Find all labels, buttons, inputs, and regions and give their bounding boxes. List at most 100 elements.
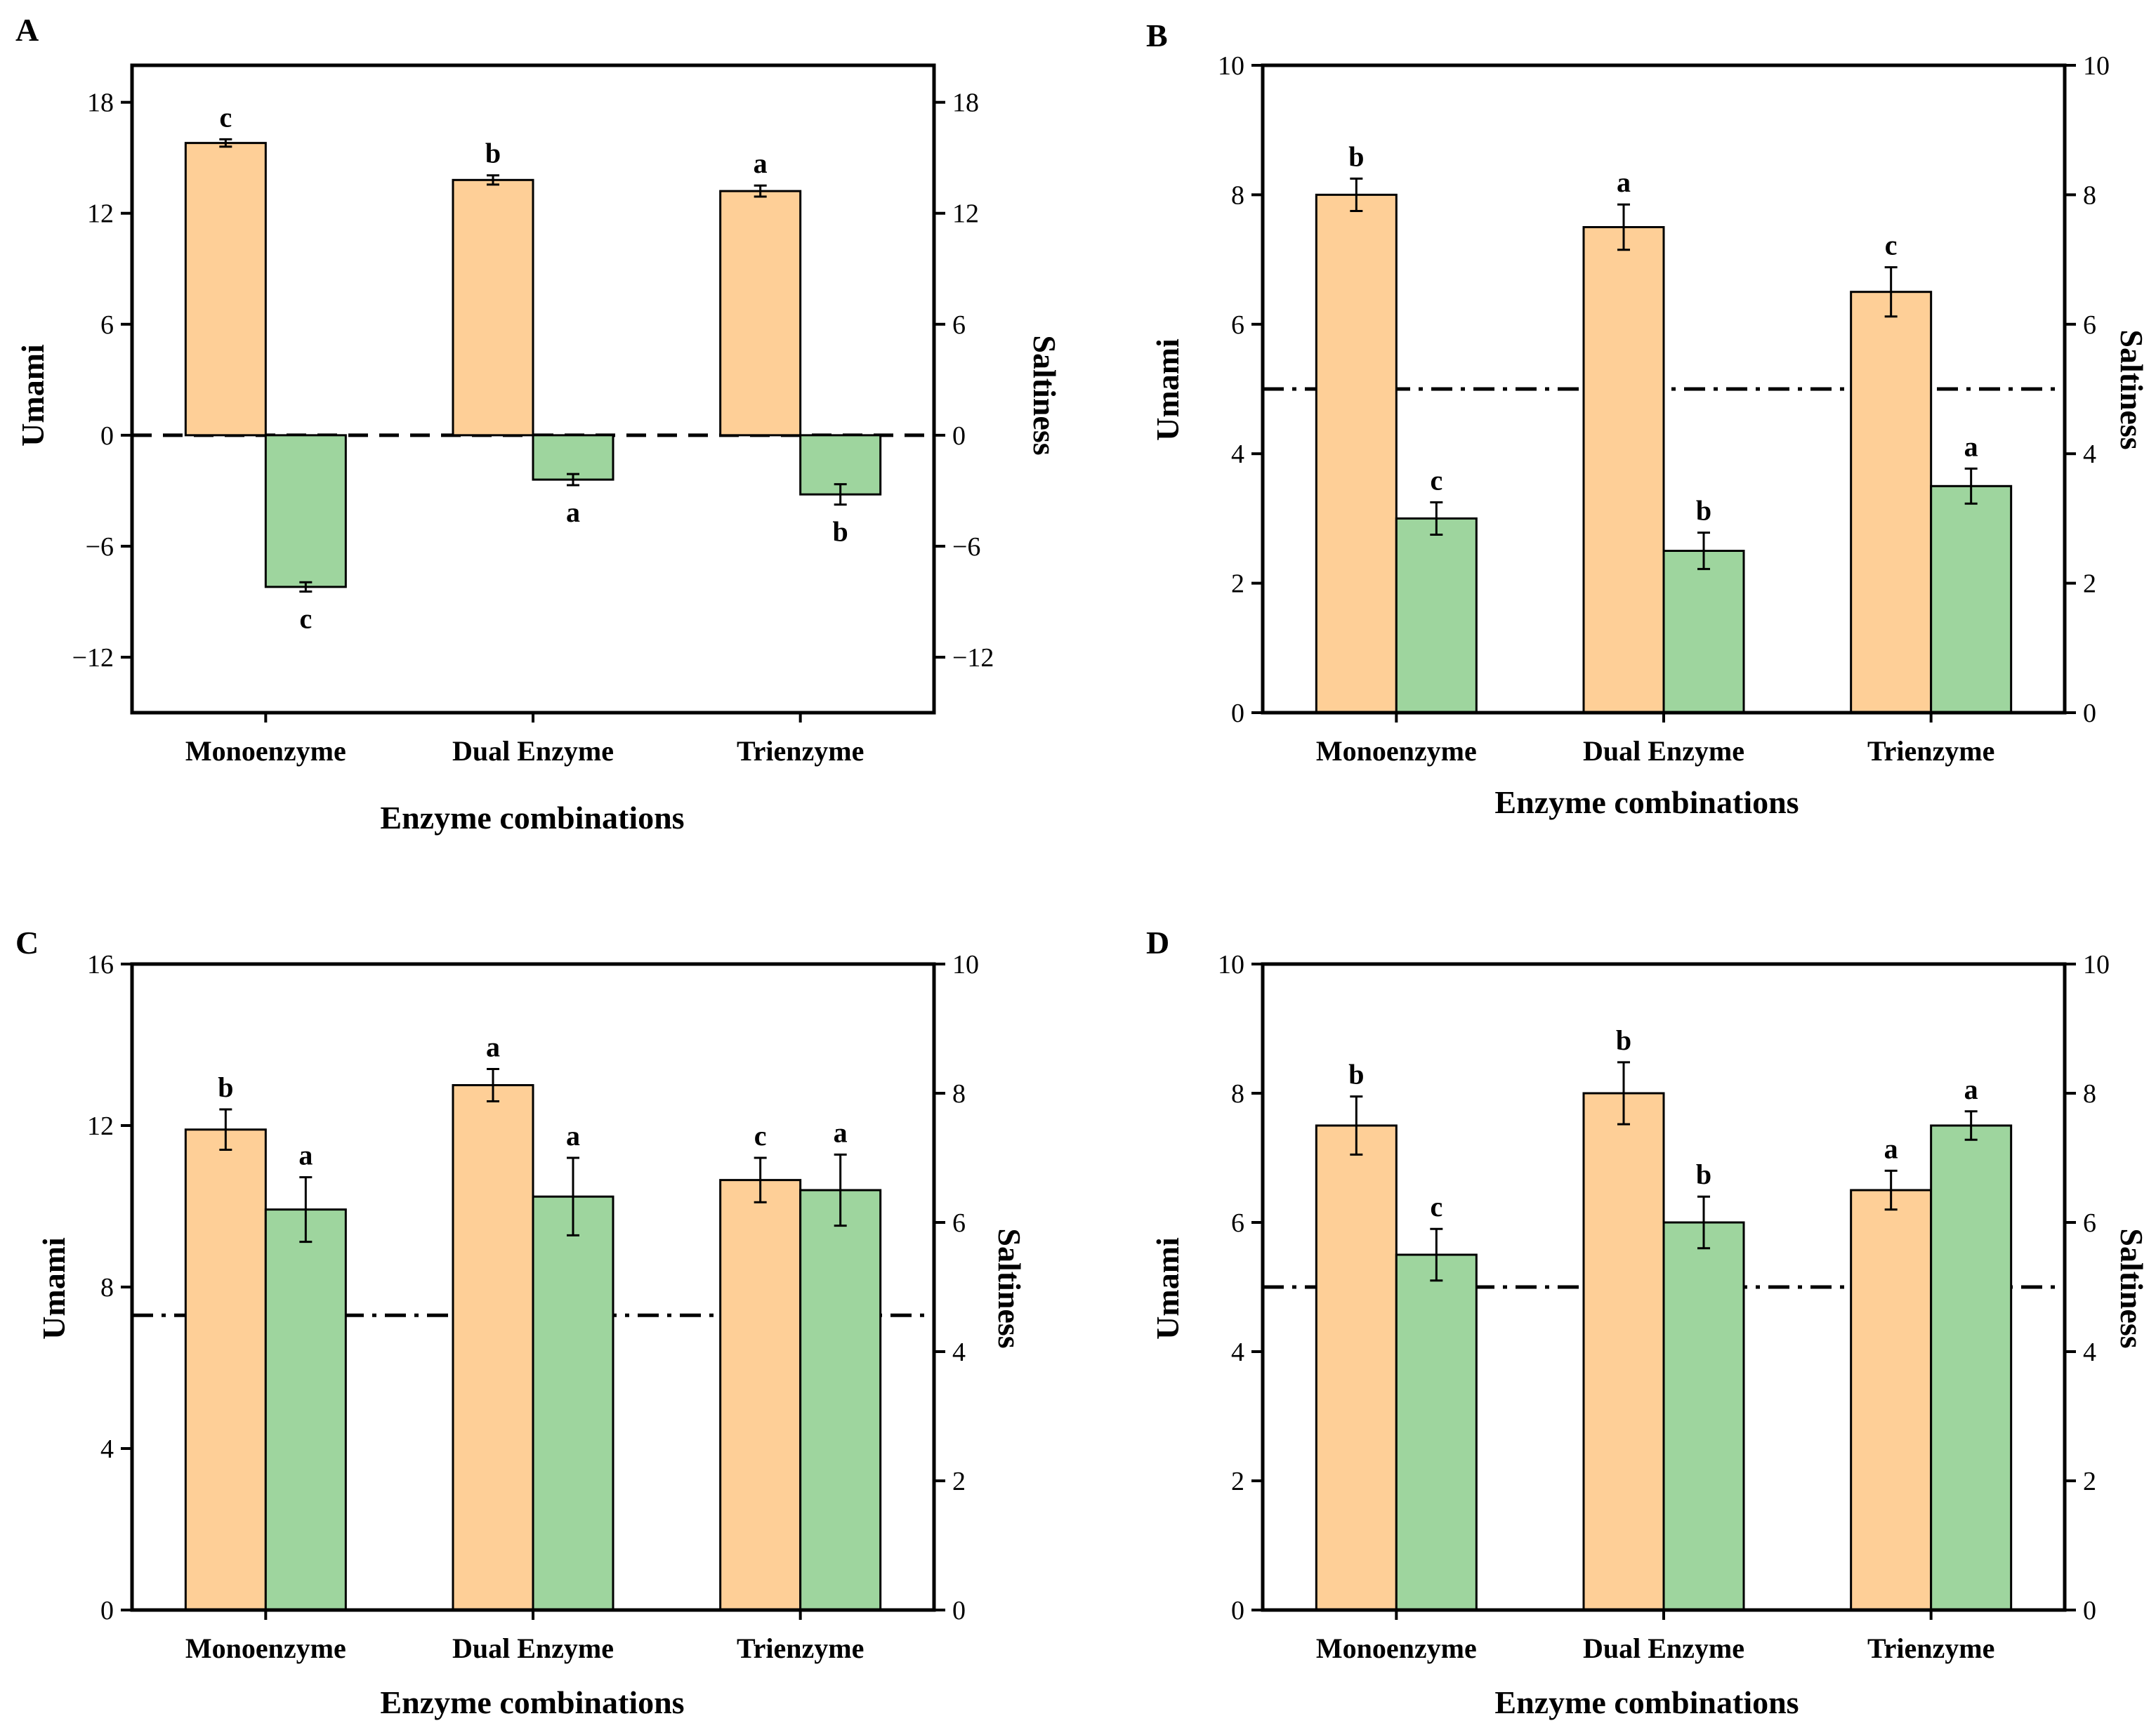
significance-label: a [566, 1120, 580, 1152]
significance-label: b [1696, 1159, 1711, 1190]
umami-bar [1582, 226, 1665, 714]
significance-label: a [486, 1031, 500, 1063]
significance-label: b [1696, 495, 1711, 527]
umami-bar [452, 178, 534, 437]
y-tick-label: −12 [72, 643, 114, 673]
y2-tick-label: 0 [952, 421, 966, 451]
y-tick-label: 8 [1231, 1079, 1244, 1109]
saltiness-bar [532, 1195, 614, 1611]
y-tick-label: 0 [1231, 1596, 1244, 1625]
significance-label: b [1348, 1059, 1364, 1090]
significance-label: a [298, 1140, 313, 1171]
x-axis-title: Enzyme combinations [380, 800, 684, 836]
y-tick-label: 0 [1231, 699, 1244, 728]
y-tick-label: 0 [100, 421, 114, 451]
chart-panel-d: D Umami Saltiness Enzyme combinations bb… [1146, 925, 2150, 1720]
y2-tick-label: 18 [952, 88, 979, 118]
y2-tick-label: 10 [952, 950, 979, 979]
saltiness-bar [799, 1189, 882, 1611]
significance-label: b [833, 516, 848, 548]
y2-tick-label: 6 [2083, 310, 2096, 340]
significance-label: c [754, 1120, 767, 1152]
saltiness-bar [264, 434, 347, 588]
y-tick-label: 4 [1231, 1338, 1244, 1367]
y-tick-label: 16 [87, 950, 114, 979]
umami-bar [184, 1128, 267, 1611]
y-tick-label: 18 [87, 88, 114, 118]
significance-label: c [299, 602, 312, 634]
y-tick-label: 12 [87, 1111, 114, 1141]
y-tick-label: 6 [1231, 310, 1244, 340]
x-tick-label: Trienzyme [1867, 1632, 1994, 1664]
x-axis-title: Enzyme combinations [1494, 1684, 1799, 1720]
x-tick-label: Dual Enzyme [452, 735, 614, 767]
y2-tick-label: 4 [2083, 1338, 2096, 1367]
panel-label: A [15, 12, 39, 48]
saltiness-bar [1395, 1253, 1478, 1611]
x-tick-label: Dual Enzyme [452, 1632, 614, 1664]
y-axis-title-left: Umami [36, 1237, 72, 1340]
y-axis-title-left: Umami [15, 344, 51, 447]
x-tick-label: Trienzyme [737, 1632, 864, 1664]
x-axis-title: Enzyme combinations [380, 1684, 684, 1720]
y2-tick-label: 8 [2083, 1079, 2096, 1109]
saltiness-bar [1662, 1221, 1745, 1611]
saltiness-bar [1930, 484, 2013, 714]
saltiness-bar [1930, 1124, 2013, 1611]
umami-bar [452, 1084, 534, 1611]
significance-label: b [218, 1071, 233, 1103]
y-tick-label: −6 [86, 532, 114, 562]
y2-tick-label: 2 [952, 1467, 966, 1496]
saltiness-bar [532, 434, 614, 481]
y2-tick-label: 8 [952, 1079, 966, 1109]
y-tick-label: 2 [1231, 569, 1244, 599]
panel-label: B [1146, 18, 1168, 53]
significance-label: b [1616, 1024, 1631, 1056]
y2-tick-label: 10 [2083, 51, 2110, 81]
x-tick-label: Dual Enzyme [1583, 735, 1744, 767]
significance-label: a [566, 496, 580, 528]
plot-area: b b a c b a 0 2 4 6 8 10 0 2 4 6 8 10 Monoenzyme Dual Enzym… [1218, 950, 2110, 1664]
significance-label: b [485, 138, 501, 169]
y-axis-title-right: Saltiness [2114, 1228, 2150, 1348]
saltiness-bar [264, 1208, 347, 1611]
y2-tick-label: 2 [2083, 1467, 2096, 1496]
significance-label: c [1885, 230, 1898, 261]
umami-bar [1315, 193, 1398, 714]
significance-label: a [834, 1116, 848, 1148]
y-tick-label: 6 [1231, 1208, 1244, 1238]
panel-label: D [1146, 925, 1169, 961]
y-tick-label: 2 [1231, 1467, 1244, 1496]
y-tick-label: 8 [100, 1273, 114, 1302]
x-tick-label: Monoenzyme [1316, 1632, 1477, 1664]
y-axis-title-right: Saltiness [2114, 329, 2150, 449]
significance-label: b [1348, 140, 1364, 172]
panel-label: C [15, 925, 39, 961]
y-axis-title-left: Umami [1150, 338, 1185, 441]
saltiness-bar [1662, 550, 1745, 714]
significance-label: c [219, 101, 232, 133]
y-tick-label: 10 [1218, 51, 1244, 81]
y-axis-title-right: Saltiness [1027, 335, 1063, 455]
y2-tick-label: 6 [952, 1208, 966, 1238]
umami-bar [1582, 1092, 1665, 1611]
significance-label: a [1617, 166, 1631, 198]
y2-tick-label: 4 [952, 1338, 966, 1367]
saltiness-bar [1395, 517, 1478, 714]
y2-tick-label: −6 [952, 532, 980, 562]
significance-label: c [1430, 464, 1442, 496]
significance-label: a [754, 147, 768, 179]
y2-tick-label: 6 [2083, 1208, 2096, 1238]
y-tick-label: 12 [87, 199, 114, 229]
x-axis-title: Enzyme combinations [1494, 784, 1799, 820]
y2-tick-label: 8 [2083, 180, 2096, 210]
y-tick-label: 4 [1231, 440, 1244, 469]
y-tick-label: 4 [100, 1434, 114, 1464]
y2-tick-label: −12 [952, 643, 994, 673]
plot-area: c b a c a b −12 −6 0 6 12 18 −12 −6 0 6 12 18 Monoenzyme Du… [72, 63, 994, 767]
y2-tick-label: 2 [2083, 569, 2096, 599]
y2-tick-label: 10 [2083, 950, 2110, 979]
umami-bar [1315, 1124, 1398, 1611]
significance-label: a [1884, 1133, 1898, 1164]
